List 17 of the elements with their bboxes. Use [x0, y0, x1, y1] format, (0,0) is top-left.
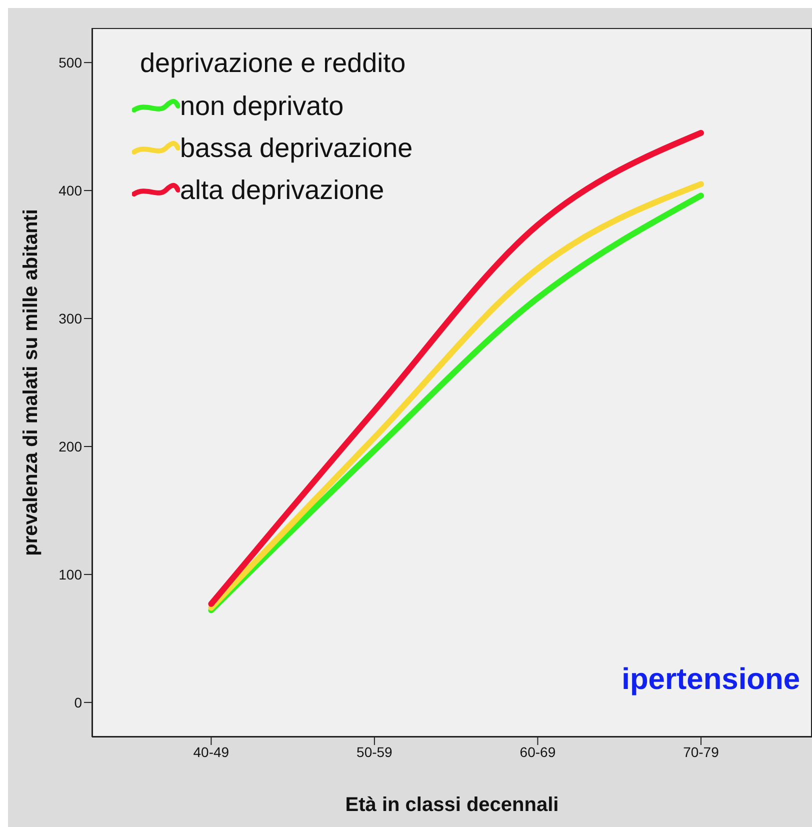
- x-tick-label: 60-69: [520, 744, 556, 760]
- legend-title: deprivazione e reddito: [140, 48, 407, 79]
- y-tick-label: 100: [58, 566, 82, 582]
- x-axis-title: Età in classi decennali: [345, 794, 559, 816]
- x-tick-label: 70-79: [683, 744, 720, 760]
- y-tick-label: 0: [74, 694, 82, 710]
- x-tick-label: 50-59: [356, 744, 393, 760]
- legend-label: non deprivato: [180, 90, 344, 122]
- y-tick-label: 400: [58, 182, 82, 198]
- legend-label: bassa deprivazione: [180, 132, 413, 164]
- y-tick-label: 500: [58, 54, 82, 71]
- annotation: ipertensione: [622, 663, 800, 697]
- y-axis-title: prevalenza di malati su mille abitanti: [20, 209, 42, 556]
- legend-label: alta deprivazione: [180, 174, 384, 206]
- y-tick-label: 200: [58, 438, 82, 454]
- x-tick-label: 40-49: [193, 744, 230, 760]
- y-tick-label: 300: [58, 310, 82, 326]
